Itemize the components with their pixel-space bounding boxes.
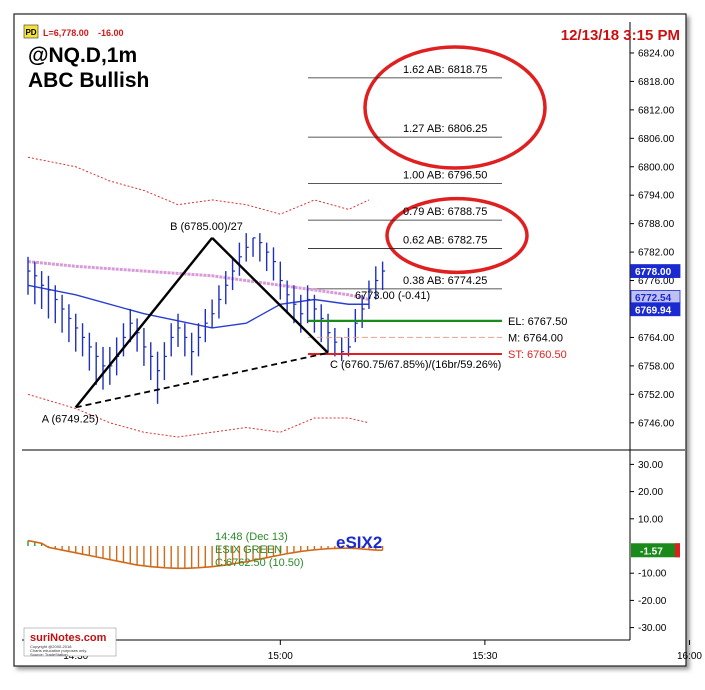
indicator-info-state: ESIX GREEN <box>215 544 282 556</box>
pattern-point-a-label: A (6749.25) <box>42 413 99 425</box>
pattern-leg-bc <box>211 237 329 354</box>
osc-value-tag-box <box>631 543 680 558</box>
logo-line1: Copyright @2000-2018 <box>30 644 72 649</box>
pattern-leg-ab <box>74 237 214 409</box>
price-tick-label: 6788.00 <box>638 219 675 230</box>
fib-level-label: 0.38 AB: 6774.25 <box>403 275 487 287</box>
fib-level-label: 0.62 AB: 6782.75 <box>403 235 487 247</box>
timestamp: 12/13/18 3:15 PM <box>561 27 680 44</box>
fib-level-label: 1.62 AB: 6818.75 <box>403 64 487 76</box>
ma-slow-line <box>27 260 370 301</box>
price-tick-label: 6794.00 <box>638 191 675 202</box>
pd-badge <box>23 24 39 39</box>
highlight-ellipse <box>363 45 547 170</box>
pattern-point-b-label: B (6785.00)/27 <box>170 221 243 233</box>
fib-level-label: 1.27 AB: 6806.25 <box>403 123 487 135</box>
price-tag-box <box>630 302 681 317</box>
time-tick-label: 15:00 <box>268 651 293 662</box>
highlight-ellipse <box>385 196 529 275</box>
band-series-line <box>27 156 370 215</box>
price-tick-label: 6818.00 <box>638 77 675 88</box>
logo-line3: Source: TradeStation <box>30 652 68 657</box>
price-tag-box <box>630 264 681 278</box>
osc-tick-label: -10.00 <box>638 569 667 580</box>
osc-tick-label: -30.00 <box>638 623 667 634</box>
osc-value-tag-accent <box>675 543 680 558</box>
fib-level-label: 1.00 AB: 6796.50 <box>403 169 487 181</box>
pattern-point-c-label: C (6760.75/67.85%)/(16br/59.26%) <box>330 359 501 371</box>
chart-frame <box>13 13 687 667</box>
osc-tick-label: -20.00 <box>638 596 667 607</box>
price-tick-label: 6824.00 <box>638 48 675 59</box>
price-tick-label: 6752.00 <box>638 390 675 401</box>
pattern-leg-ac <box>75 351 329 409</box>
time-tick-label: 15:30 <box>472 651 497 662</box>
price-tick-label: 6800.00 <box>638 162 675 173</box>
ma-fast-line <box>27 284 369 329</box>
osc-value-tag-label: -1.57 <box>640 546 663 557</box>
price-tick-label: 6746.00 <box>638 418 675 429</box>
price-tick-label: 6782.00 <box>638 248 675 259</box>
price-tag-label: 6772.54 <box>635 293 672 304</box>
fib-level-label: 0.79 AB: 6788.75 <box>403 206 487 218</box>
trade-level-label: ST: 6760.50 <box>508 349 567 361</box>
price-tick-label: 6758.00 <box>638 361 675 372</box>
last-price: L=6,778.00 <box>43 28 89 38</box>
oscillator-pane <box>27 539 384 570</box>
osc-tick-label: 10.00 <box>638 514 663 525</box>
price-tick-label: 6806.00 <box>638 134 675 145</box>
price-tick-label: 6812.00 <box>638 105 675 116</box>
axes: 6746.006752.006758.006764.006770.006776.… <box>63 48 702 662</box>
logo-brand: suriNotes.com <box>30 632 107 644</box>
trade-level-label: EL: 6767.50 <box>508 316 567 328</box>
indicator-name: eSIX2 <box>336 533 382 552</box>
price-pane: 1.62 AB: 6818.75 1.27 AB: 6806.25 1.00 AB:… <box>27 45 567 438</box>
last-price-annotation: 6773.00 (-0.41) <box>355 290 430 302</box>
price-change: -16.00 <box>98 28 124 38</box>
surinotes-logo: suriNotes.com Copyright @2000-2018 Chart… <box>23 627 117 657</box>
price-tag-label: 6769.94 <box>635 305 672 316</box>
pd-badge-label: PD <box>25 28 36 37</box>
symbol-title: @NQ.D,1m <box>28 44 137 67</box>
price-tag-label: 6778.00 <box>635 267 672 278</box>
osc-line <box>27 539 383 570</box>
osc-tick-label: 20.00 <box>638 487 663 498</box>
indicator-info-time: 14:48 (Dec 13) <box>215 531 288 543</box>
pattern-title: ABC Bullish <box>28 69 149 92</box>
price-tick-label: 6776.00 <box>638 276 675 287</box>
trade-level-label: M: 6764.00 <box>508 332 563 344</box>
band-series-line <box>27 393 370 438</box>
time-tick-label: 14:30 <box>63 651 88 662</box>
price-tick-label: 6764.00 <box>638 333 675 344</box>
indicator-info-price: C:6762.50 (10.50) <box>215 557 304 569</box>
time-tick-label: 16:00 <box>677 651 702 662</box>
osc-tick-label: 30.00 <box>638 460 663 471</box>
logo-line2: Charts education purposes only. <box>30 648 87 653</box>
